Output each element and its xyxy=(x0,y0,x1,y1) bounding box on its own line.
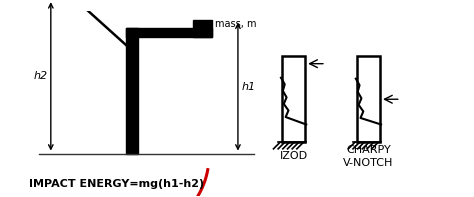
Text: h2: h2 xyxy=(34,71,48,81)
Text: h1: h1 xyxy=(242,82,256,92)
Bar xyxy=(126,28,212,37)
Bar xyxy=(126,28,138,153)
Bar xyxy=(193,20,212,37)
Bar xyxy=(357,56,380,142)
Bar xyxy=(282,56,305,142)
Text: mass, m: mass, m xyxy=(215,19,256,29)
Text: CHARPY
V-NOTCH: CHARPY V-NOTCH xyxy=(343,145,393,167)
Text: IMPACT ENERGY=mg(h1-h2): IMPACT ENERGY=mg(h1-h2) xyxy=(29,179,204,189)
Polygon shape xyxy=(66,0,84,8)
Text: IZOD: IZOD xyxy=(280,151,308,161)
